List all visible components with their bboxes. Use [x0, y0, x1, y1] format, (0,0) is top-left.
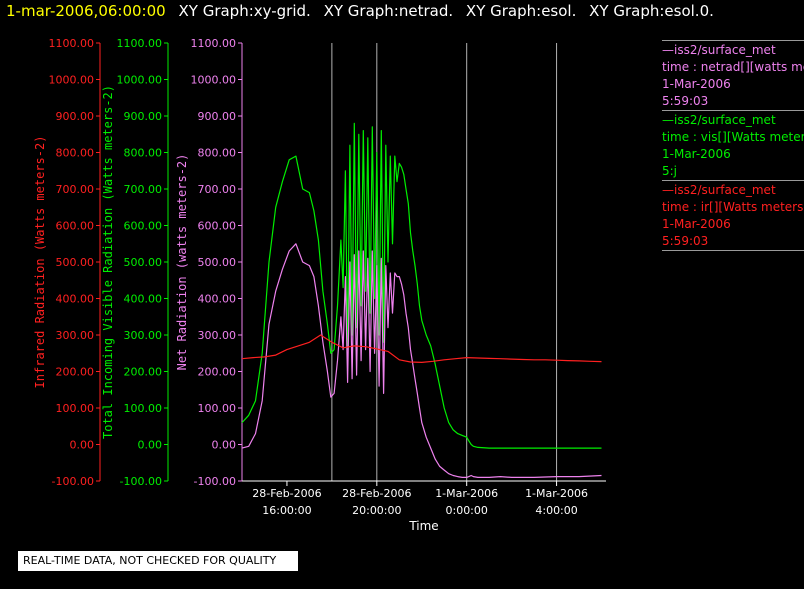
header-timestamp: 1-mar-2006,06:00:00 [6, 2, 166, 20]
net-y-tick-label: 800.00 [198, 147, 237, 160]
net-y-tick-label: 0.00 [212, 439, 237, 452]
x-tick-label-time: 0:00:00 [445, 504, 487, 517]
net-y-tick-label: 300.00 [198, 329, 237, 342]
ir-y-tick-label: 1100.00 [49, 37, 95, 50]
vis-y-tick-label: -100.00 [120, 475, 162, 488]
ir-y-tick-label: 1000.00 [49, 74, 95, 87]
vis-y-tick-label: 1100.00 [117, 37, 163, 50]
vis-y-tick-label: 800.00 [124, 147, 163, 160]
legend-variable: time : ir[][Watts meters-2] [662, 200, 804, 214]
ir-y-tick-label: 200.00 [56, 366, 95, 379]
vis-y-tick-label: 600.00 [124, 220, 163, 233]
legend-time: 5:59:03 [662, 94, 709, 108]
legend-date: 1-Mar-2006 [662, 217, 731, 231]
header-title-xy-grid: XY Graph:xy-grid. [178, 2, 311, 20]
vis-y-tick-label: 100.00 [124, 402, 163, 415]
x-tick-label-time: 20:00:00 [352, 504, 401, 517]
ir-y-tick-label: -100.00 [52, 475, 94, 488]
vis-y-tick-label: 400.00 [124, 293, 163, 306]
header-title-netrad: XY Graph:netrad. [323, 2, 454, 20]
ir-y-axis-label: Infrared Radiation (Watts meters-2) [33, 136, 47, 389]
net-y-tick-label: 900.00 [198, 110, 237, 123]
legend-variable: time : vis[][Watts meters-2] [662, 130, 804, 144]
vis-y-tick-label: 500.00 [124, 256, 163, 269]
x-axis-label: Time [408, 519, 438, 533]
vis-y-tick-label: 900.00 [124, 110, 163, 123]
net-y-tick-label: 1100.00 [191, 37, 237, 50]
x-tick-label-date: 1-Mar-2006 [435, 487, 498, 500]
net-y-tick-label: 200.00 [198, 366, 237, 379]
legend-variable: time : netrad[][watts meters-2] [662, 60, 804, 74]
legend-source: iss2/surface_met [674, 113, 776, 127]
legend: —iss2/surface_met time : netrad[][watts … [662, 40, 804, 251]
vis-y-tick-label: 200.00 [124, 366, 163, 379]
x-tick-label-date: 28-Feb-2006 [252, 487, 321, 500]
ir-y-tick-label: 600.00 [56, 220, 95, 233]
ir-y-tick-label: 800.00 [56, 147, 95, 160]
net-y-tick-label: 1000.00 [191, 74, 237, 87]
vis-y-axis-label: Total Incoming Visible Radiation (Watts … [101, 85, 115, 439]
legend-time: 5:j [662, 164, 678, 178]
legend-entry-vis: —iss2/surface_met time : vis[][Watts met… [662, 110, 804, 180]
legend-source: iss2/surface_met [674, 43, 776, 57]
vis-series-line [241, 122, 602, 449]
legend-entry-netrad: —iss2/surface_met time : netrad[][watts … [662, 40, 804, 110]
x-tick-label-date: 28-Feb-2006 [342, 487, 411, 500]
net-series-line [241, 243, 602, 478]
legend-swatch: — [662, 113, 674, 127]
vis-y-tick-label: 1000.00 [117, 74, 163, 87]
ir-y-tick-label: 700.00 [56, 183, 95, 196]
x-tick-label-time: 4:00:00 [535, 504, 577, 517]
legend-source: iss2/surface_met [674, 183, 776, 197]
header-title-esol-0: XY Graph:esol.0. [589, 2, 714, 20]
net-y-tick-label: 600.00 [198, 220, 237, 233]
net-y-tick-label: -100.00 [194, 475, 236, 488]
net-y-tick-label: 500.00 [198, 256, 237, 269]
header-title-esol: XY Graph:esol. [465, 2, 577, 20]
legend-date: 1-Mar-2006 [662, 77, 731, 91]
ir-y-tick-label: 900.00 [56, 110, 95, 123]
ir-series-line [241, 334, 602, 363]
net-y-axis-label: Net Radiation (watts meters-2) [175, 154, 189, 371]
net-y-tick-label: 100.00 [198, 402, 237, 415]
graph-header: 1-mar-2006,06:00:00 XY Graph:xy-grid. XY… [6, 2, 722, 24]
ir-y-tick-label: 400.00 [56, 293, 95, 306]
legend-date: 1-Mar-2006 [662, 147, 731, 161]
net-y-tick-label: 400.00 [198, 293, 237, 306]
x-tick-label-date: 1-Mar-2006 [525, 487, 588, 500]
ir-y-tick-label: 300.00 [56, 329, 95, 342]
legend-swatch: — [662, 43, 674, 57]
legend-time: 5:59:03 [662, 234, 709, 248]
ir-y-tick-label: 500.00 [56, 256, 95, 269]
vis-y-tick-label: 0.00 [138, 439, 163, 452]
quality-notice: REAL-TIME DATA, NOT CHECKED FOR QUALITY [18, 551, 298, 571]
legend-entry-ir: —iss2/surface_met time : ir[][Watts mete… [662, 180, 804, 251]
ir-y-tick-label: 100.00 [56, 402, 95, 415]
vis-y-tick-label: 300.00 [124, 329, 163, 342]
x-tick-label-time: 16:00:00 [262, 504, 311, 517]
legend-swatch: — [662, 183, 674, 197]
vis-y-tick-label: 700.00 [124, 183, 163, 196]
net-y-tick-label: 700.00 [198, 183, 237, 196]
ir-y-tick-label: 0.00 [70, 439, 95, 452]
